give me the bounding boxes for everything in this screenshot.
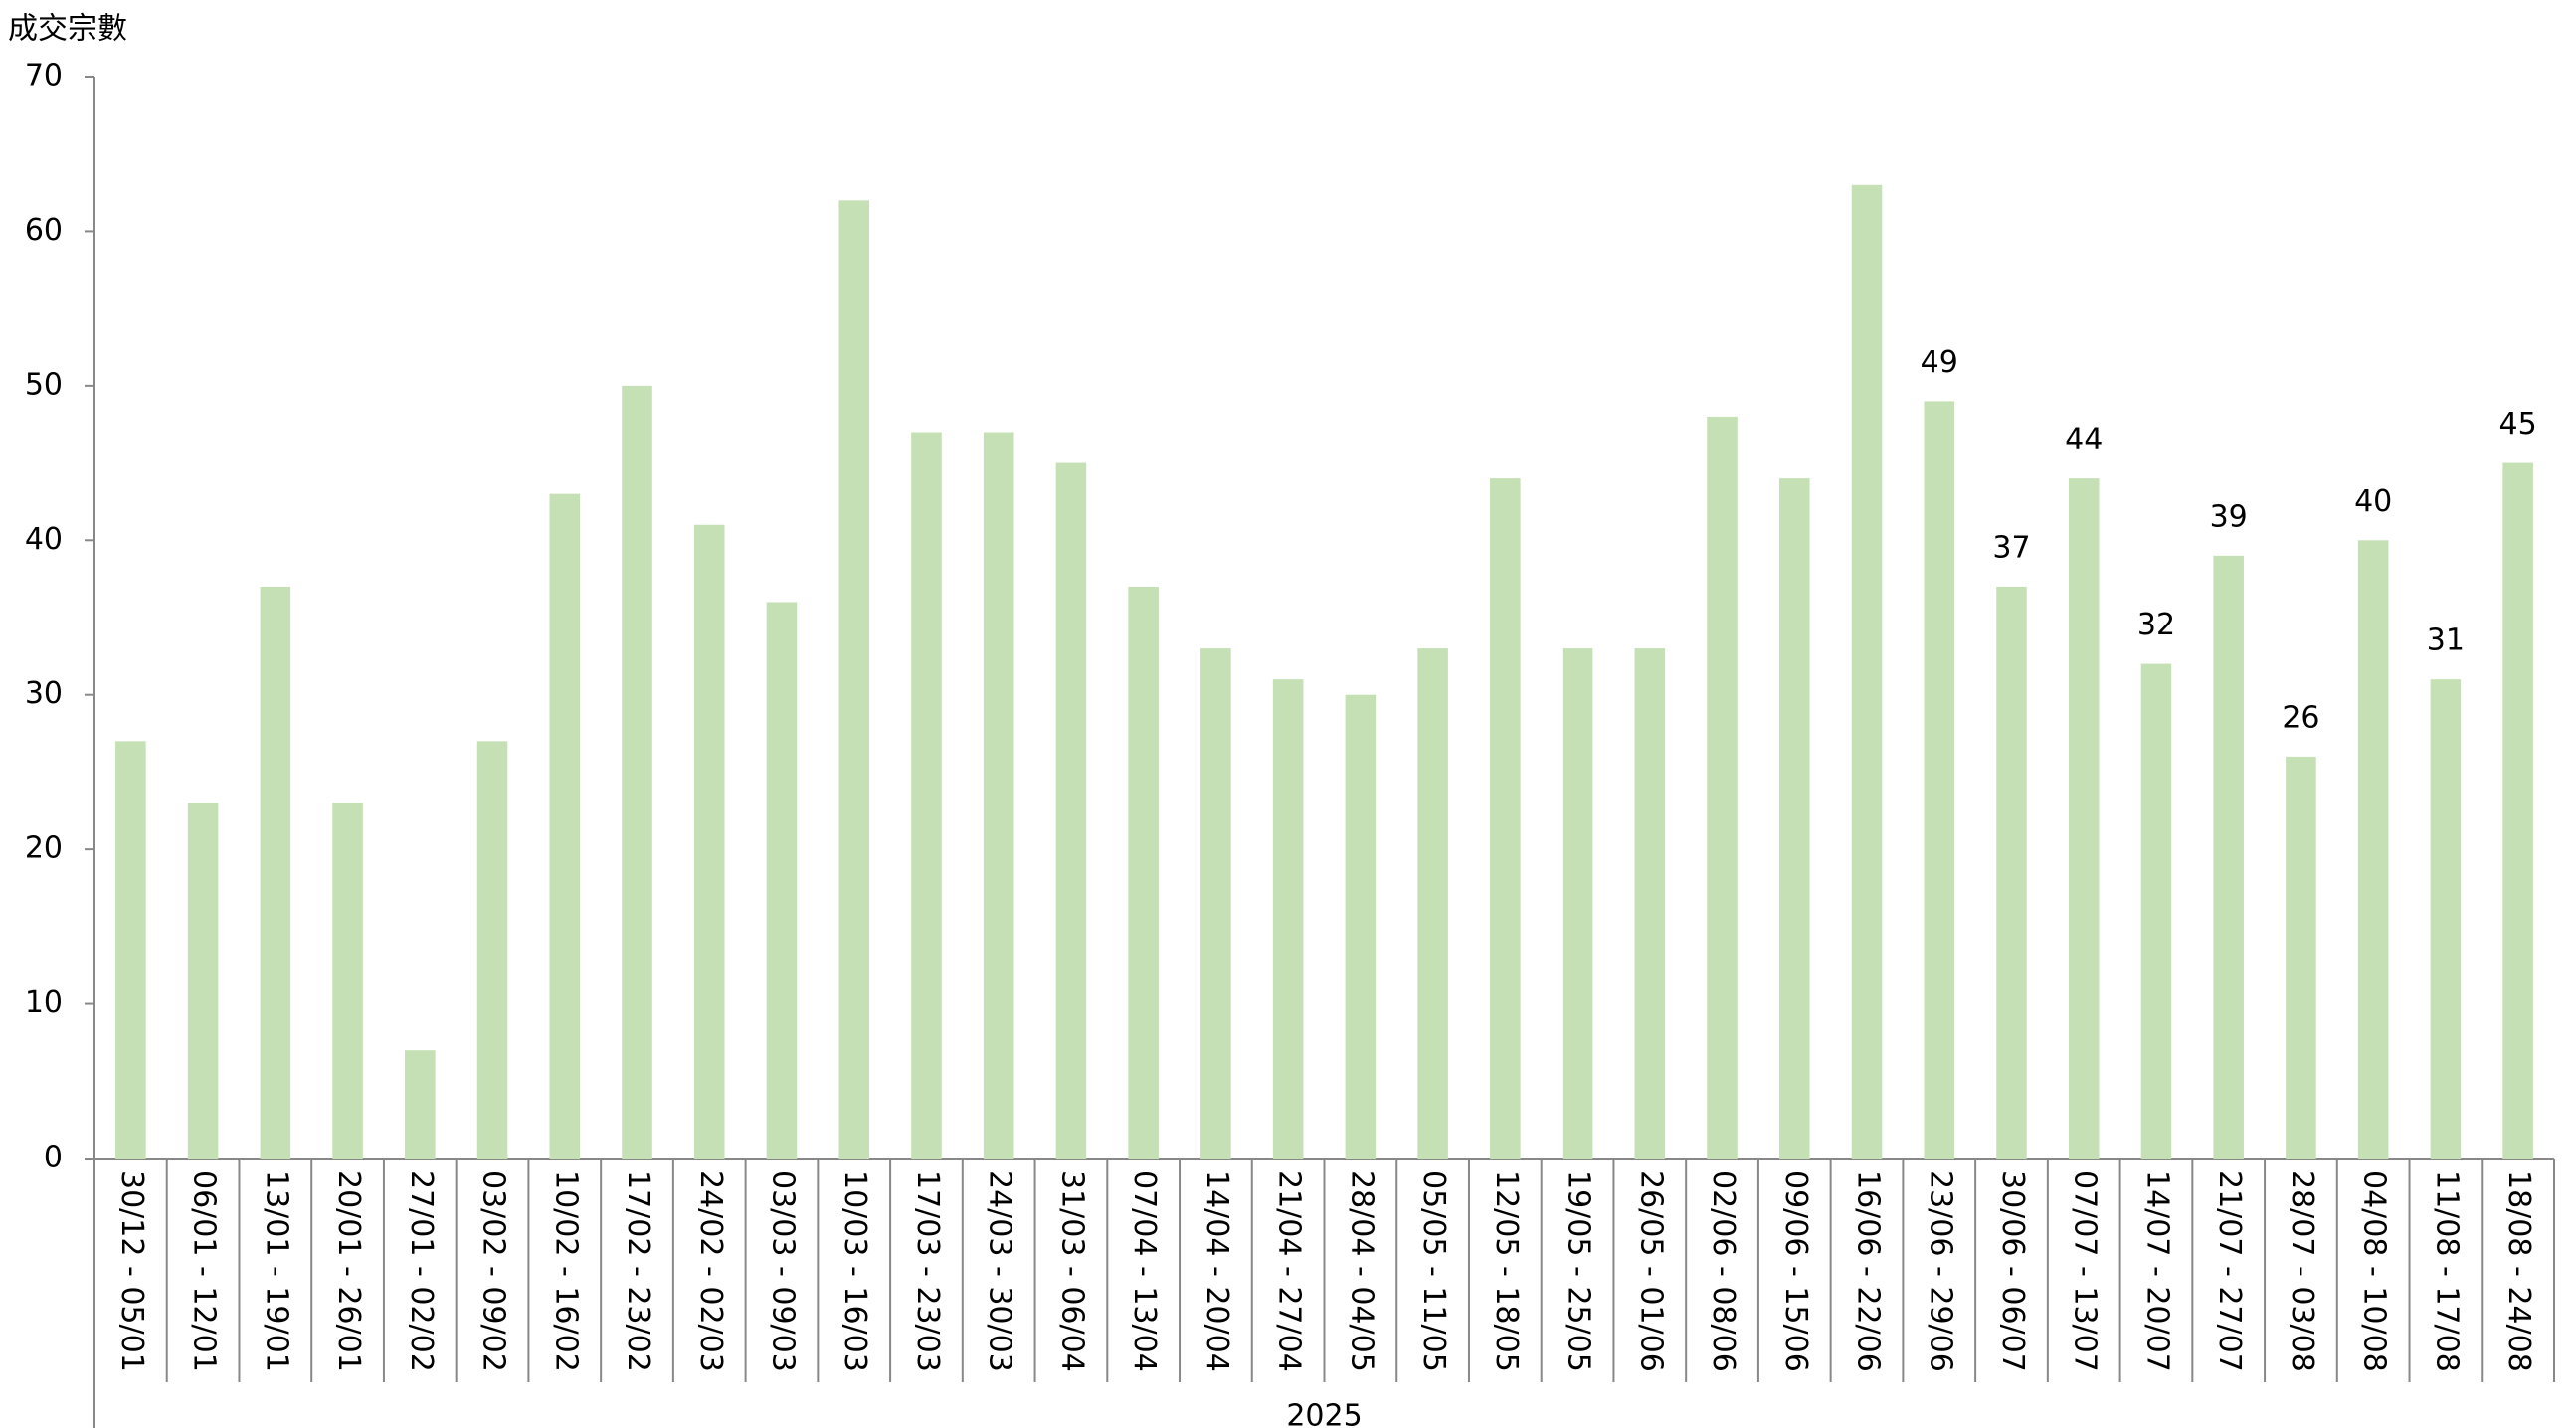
x-tick-label: 30/06 - 06/07	[1995, 1170, 2030, 1372]
bar	[1417, 648, 1448, 1159]
bar	[1562, 648, 1593, 1159]
x-tick-label: 04/08 - 10/08	[2357, 1170, 2392, 1372]
data-label: 26	[2282, 700, 2319, 735]
bar	[2068, 478, 2100, 1160]
x-tick-label: 18/08 - 24/08	[2501, 1170, 2536, 1372]
x-tick-label: 10/03 - 16/03	[837, 1170, 872, 1372]
bar	[2286, 756, 2316, 1159]
bar	[911, 432, 942, 1159]
y-tick-label: 40	[25, 522, 63, 557]
x-tick-label: 14/04 - 20/04	[1199, 1170, 1234, 1372]
bar	[1707, 416, 1738, 1159]
x-tick-label: 13/01 - 19/01	[259, 1170, 293, 1372]
data-label: 31	[2427, 624, 2465, 658]
bar	[1055, 462, 1087, 1160]
bar	[766, 602, 798, 1159]
data-label: 39	[2210, 499, 2248, 534]
x-tick-label: 17/02 - 23/02	[621, 1170, 655, 1372]
bar	[1779, 478, 1810, 1160]
bar	[693, 524, 725, 1159]
x-tick-label: 10/02 - 16/02	[548, 1170, 583, 1372]
bar	[476, 741, 508, 1159]
x-tick-label: 28/07 - 03/08	[2285, 1170, 2319, 1372]
x-tick-label: 21/07 - 27/07	[2212, 1170, 2247, 1372]
y-tick-label: 50	[25, 367, 63, 402]
y-axis-title: 成交宗數	[8, 12, 127, 47]
bar	[2502, 462, 2533, 1160]
x-tick-label: 03/03 - 09/03	[765, 1170, 800, 1372]
x-tick-label: 28/04 - 04/05	[1344, 1170, 1379, 1372]
x-tick-label: 20/01 - 26/01	[331, 1170, 366, 1372]
x-tick-label: 14/07 - 20/07	[2139, 1170, 2174, 1372]
x-tick-label: 26/05 - 01/06	[1633, 1170, 1668, 1372]
x-tick-label: 23/06 - 29/06	[1923, 1170, 1957, 1372]
x-tick-label: 09/06 - 15/06	[1778, 1170, 1813, 1372]
data-label: 49	[1921, 345, 1958, 380]
bar	[1924, 401, 1955, 1159]
x-tick-label: 11/08 - 17/08	[2429, 1170, 2464, 1372]
bar	[1128, 586, 1159, 1159]
data-label: 40	[2354, 484, 2392, 519]
data-label: 44	[2065, 423, 2103, 457]
x-tick-label: 05/05 - 11/05	[1416, 1170, 1451, 1372]
bar	[2140, 663, 2172, 1159]
data-label: 32	[2137, 608, 2175, 642]
bar	[1490, 478, 1521, 1160]
bar	[260, 586, 291, 1159]
x-tick-label: 12/05 - 18/05	[1489, 1170, 1524, 1372]
bar	[405, 1050, 436, 1159]
bar	[1851, 184, 1883, 1160]
bar	[115, 741, 146, 1159]
x-tick-label: 07/07 - 13/07	[2068, 1170, 2103, 1372]
x-tick-label: 24/02 - 02/03	[693, 1170, 728, 1372]
data-label: 37	[1992, 530, 2030, 565]
x-tick-label: 31/03 - 06/04	[1054, 1170, 1089, 1372]
bar	[187, 803, 219, 1159]
bar	[2357, 540, 2389, 1159]
x-tick-label: 02/06 - 08/06	[1706, 1170, 1741, 1372]
bar	[1200, 648, 1231, 1159]
y-tick-label: 70	[25, 59, 63, 93]
bar	[1272, 679, 1304, 1159]
bar	[549, 493, 581, 1160]
bar	[838, 200, 869, 1160]
y-tick-label: 60	[25, 213, 63, 248]
x-tick-label: 30/12 - 05/01	[114, 1170, 149, 1372]
x-group-label: 2025	[1286, 1399, 1362, 1428]
data-label: 45	[2499, 407, 2537, 442]
y-tick-label: 20	[25, 831, 63, 866]
x-tick-label: 17/03 - 23/03	[910, 1170, 945, 1372]
x-tick-label: 07/04 - 13/04	[1127, 1170, 1162, 1372]
bar	[1345, 694, 1377, 1159]
y-tick-label: 30	[25, 676, 63, 711]
x-tick-label: 24/03 - 30/03	[983, 1170, 1017, 1372]
y-tick-label: 0	[44, 1141, 63, 1175]
bar	[2213, 555, 2244, 1159]
x-tick-label: 21/04 - 27/04	[1272, 1170, 1307, 1372]
y-tick-label: 10	[25, 985, 63, 1020]
bar	[983, 432, 1014, 1159]
x-tick-label: 16/06 - 22/06	[1851, 1170, 1886, 1372]
bar	[1996, 586, 2027, 1159]
x-tick-label: 06/01 - 12/01	[187, 1170, 222, 1372]
bar	[1634, 648, 1666, 1159]
bar	[622, 385, 652, 1159]
bar	[332, 803, 363, 1159]
x-tick-label: 19/05 - 25/05	[1562, 1170, 1596, 1372]
x-tick-label: 03/02 - 09/02	[476, 1170, 511, 1372]
bar	[2430, 679, 2462, 1159]
x-tick-label: 27/01 - 02/02	[404, 1170, 439, 1372]
